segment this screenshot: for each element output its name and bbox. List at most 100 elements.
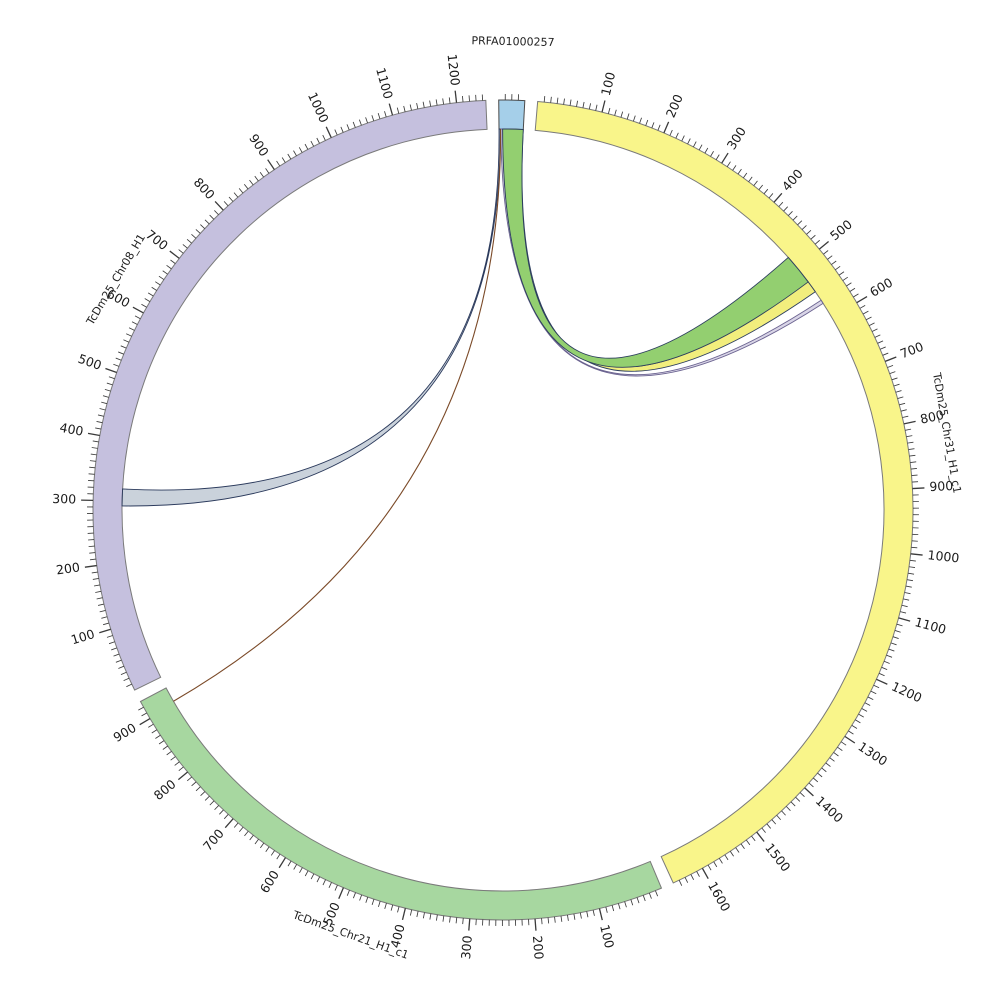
minor-tick: [718, 858, 723, 864]
minor-tick: [233, 822, 239, 828]
minor-tick: [102, 395, 109, 398]
minor-tick: [639, 117, 642, 124]
tick-label: 300: [52, 491, 76, 507]
minor-tick: [243, 183, 249, 190]
major-tick: [598, 908, 603, 921]
minor-tick: [113, 653, 120, 657]
minor-tick: [113, 363, 120, 367]
tick-label: 1600: [705, 879, 734, 914]
tick-label: 300: [458, 935, 475, 960]
minor-tick: [889, 371, 896, 375]
minor-tick: [567, 914, 569, 921]
minor-tick: [238, 826, 244, 833]
major-tick: [844, 735, 856, 744]
major-tick: [454, 90, 458, 103]
minor-tick: [249, 834, 254, 841]
major-tick: [721, 152, 729, 164]
minor-tick: [365, 117, 368, 124]
minor-tick: [541, 918, 543, 925]
tick-label: 900: [246, 131, 272, 159]
minor-tick: [352, 892, 356, 899]
minor-tick: [223, 201, 229, 207]
minor-tick: [605, 906, 608, 913]
minor-tick: [797, 220, 803, 226]
minor-tick: [886, 654, 893, 658]
major-tick: [84, 564, 97, 568]
minor-tick: [186, 239, 192, 244]
minor-tick: [396, 107, 400, 114]
minor-tick: [228, 196, 234, 202]
minor-tick: [178, 766, 184, 771]
minor-tick: [543, 96, 546, 103]
minor-tick: [761, 827, 766, 833]
minor-tick: [170, 259, 176, 264]
minor-tick: [281, 157, 286, 163]
minor-tick: [195, 229, 201, 234]
minor-tick: [880, 346, 886, 350]
minor-tick: [151, 729, 158, 734]
minor-tick: [191, 781, 197, 787]
minor-tick: [827, 255, 833, 260]
minor-tick: [270, 850, 275, 856]
minor-tick: [808, 782, 814, 788]
minor-tick: [91, 571, 98, 574]
major-tick: [99, 628, 111, 634]
minor-tick: [853, 293, 859, 298]
minor-tick: [788, 210, 793, 216]
minor-tick: [724, 854, 729, 861]
minor-tick: [897, 396, 904, 399]
tick-label: 700: [898, 339, 926, 362]
minor-tick: [293, 150, 297, 157]
minor-tick: [550, 96, 552, 103]
minor-tick: [115, 357, 122, 361]
tick-label: 1000: [305, 90, 332, 125]
minor-tick: [238, 188, 244, 194]
minor-tick: [233, 192, 239, 198]
minor-tick: [134, 315, 141, 320]
minor-tick: [763, 188, 769, 195]
minor-tick: [200, 224, 206, 229]
minor-tick: [781, 810, 786, 816]
minor-tick: [751, 835, 756, 842]
minor-tick: [90, 453, 97, 456]
minor-tick: [911, 546, 918, 549]
tick-label: 900: [929, 478, 954, 494]
minor-tick: [377, 113, 381, 120]
minor-tick: [792, 215, 798, 221]
minor-tick: [328, 882, 332, 889]
minor-tick: [908, 572, 915, 575]
tick-label: 900: [111, 720, 139, 745]
minor-tick: [735, 847, 740, 853]
minor-tick: [829, 757, 835, 762]
minor-tick: [742, 172, 748, 179]
link-line-PRFA01000257-to-TcDm25_Chr21_H1_c1: [173, 129, 502, 702]
minor-tick: [166, 750, 172, 756]
minor-tick: [89, 558, 97, 561]
minor-tick: [681, 135, 685, 142]
major-tick: [132, 306, 144, 314]
minor-tick: [617, 903, 621, 910]
minor-tick: [883, 660, 890, 664]
minor-tick: [101, 401, 108, 405]
minor-tick: [768, 193, 774, 199]
minor-tick: [95, 590, 102, 593]
minor-tick: [88, 545, 95, 548]
minor-tick: [554, 916, 556, 923]
minor-tick: [710, 151, 714, 157]
minor-tick: [155, 281, 161, 286]
minor-tick: [223, 814, 229, 820]
minor-tick: [903, 598, 910, 601]
minor-tick: [838, 271, 845, 276]
minor-tick: [894, 630, 901, 633]
minor-tick: [556, 97, 559, 104]
minor-tick: [891, 377, 898, 381]
minor-tick: [669, 129, 673, 136]
minor-tick: [900, 611, 907, 614]
minor-tick: [209, 800, 215, 806]
minor-tick: [108, 376, 115, 380]
minor-tick: [200, 791, 206, 796]
minor-tick: [131, 321, 138, 325]
minor-tick: [97, 414, 104, 417]
major-tick: [912, 487, 925, 490]
segment-label-PRFA01000257: PRFA01000257: [471, 34, 554, 49]
